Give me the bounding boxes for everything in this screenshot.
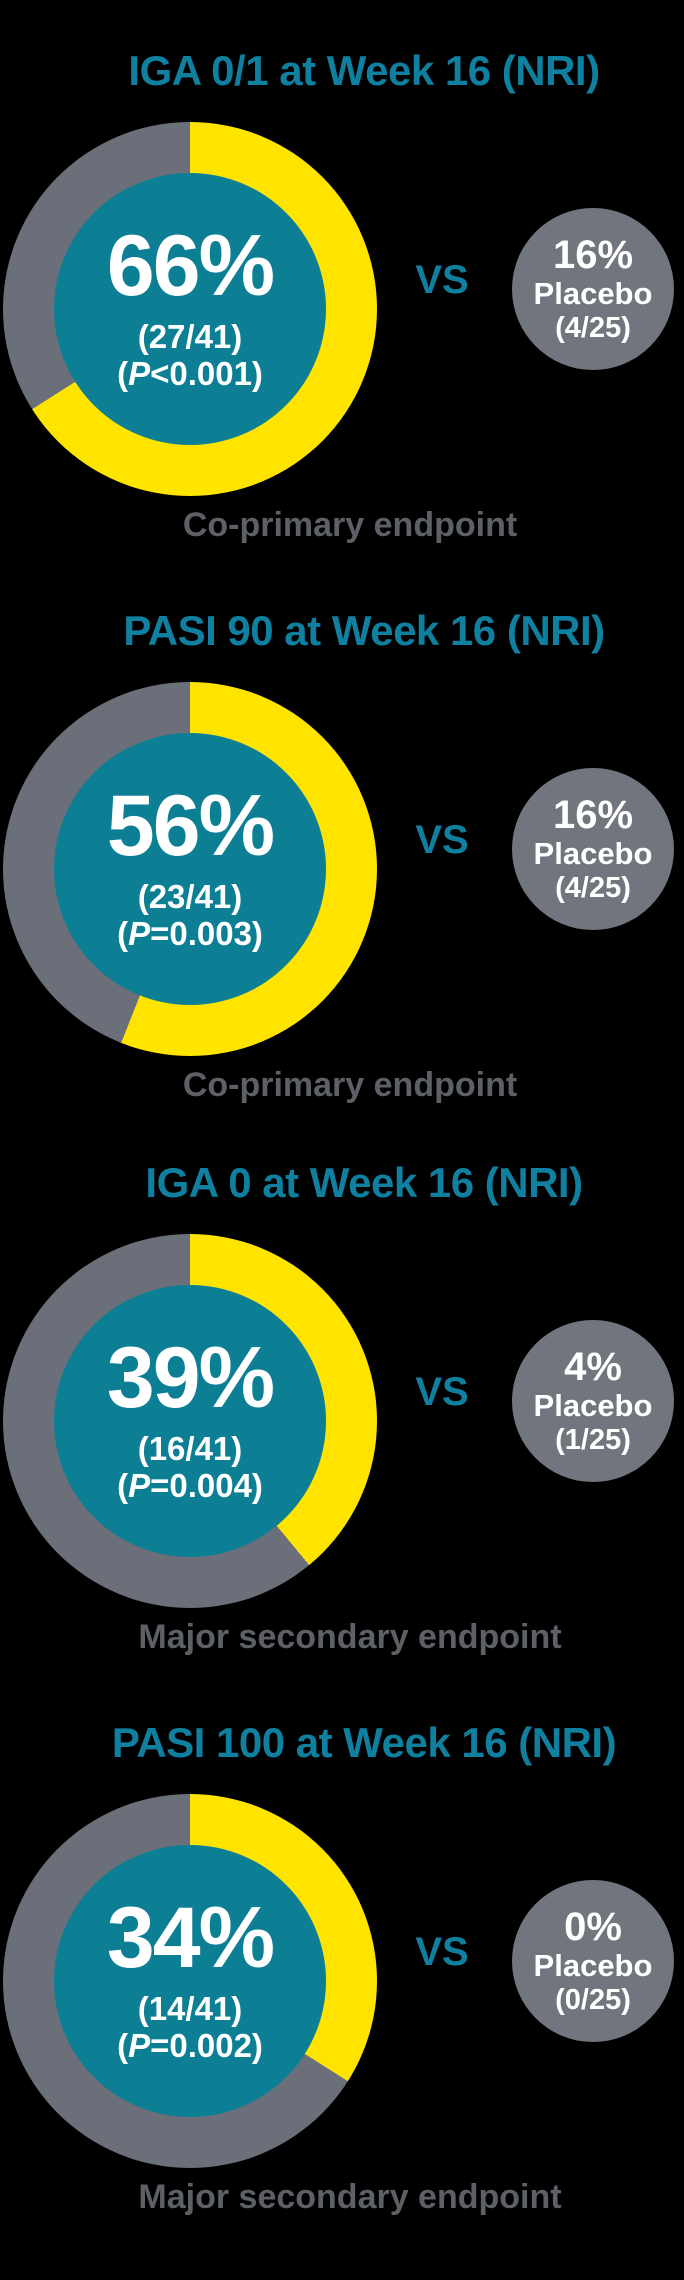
placebo-label: Placebo bbox=[533, 1387, 653, 1423]
placebo-circle: 16% Placebo (4/25) bbox=[512, 208, 674, 370]
treatment-donut-chart: 66% (27/41) (P<0.001) bbox=[3, 122, 377, 496]
vs-label: VS bbox=[415, 1930, 469, 1974]
vs-label: VS bbox=[415, 258, 469, 302]
placebo-circle: 4% Placebo (1/25) bbox=[512, 1320, 674, 1482]
placebo-percent: 16% bbox=[552, 232, 634, 277]
treatment-percent: 56% bbox=[106, 778, 275, 875]
placebo-percent: 0% bbox=[564, 1904, 622, 1949]
placebo-percent: 16% bbox=[552, 792, 634, 837]
treatment-p-value: (P=0.002) bbox=[117, 2026, 263, 2064]
treatment-donut-chart: 34% (14/41) (P=0.002) bbox=[3, 1794, 377, 2168]
placebo-label: Placebo bbox=[533, 275, 653, 311]
panel-title: IGA 0/1 at Week 16 (NRI) bbox=[128, 47, 600, 94]
treatment-donut-chart: 39% (16/41) (P=0.004) bbox=[3, 1234, 377, 1608]
panel-title: IGA 0 at Week 16 (NRI) bbox=[145, 1159, 583, 1206]
treatment-p-value: (P<0.001) bbox=[117, 354, 263, 392]
placebo-percent: 4% bbox=[564, 1344, 622, 1389]
treatment-fraction: (14/41) bbox=[137, 1989, 243, 2027]
endpoint-panel-pasi90: PASI 90 at Week 16 (NRI) 56% (23/41) (P=… bbox=[0, 607, 684, 1168]
placebo-label: Placebo bbox=[533, 835, 653, 871]
endpoint-type-label: Co-primary endpoint bbox=[182, 506, 518, 544]
placebo-fraction: (4/25) bbox=[555, 312, 631, 345]
placebo-label: Placebo bbox=[533, 1947, 653, 1983]
treatment-fraction: (16/41) bbox=[137, 1429, 243, 1467]
endpoint-type-label: Major secondary endpoint bbox=[138, 2178, 562, 2216]
treatment-donut-chart: 56% (23/41) (P=0.003) bbox=[3, 682, 377, 1056]
vs-label: VS bbox=[415, 1370, 469, 1414]
treatment-p-value: (P=0.003) bbox=[117, 914, 263, 952]
treatment-p-value: (P=0.004) bbox=[117, 1466, 263, 1504]
placebo-circle: 16% Placebo (4/25) bbox=[512, 768, 674, 930]
placebo-circle: 0% Placebo (0/25) bbox=[512, 1880, 674, 2042]
treatment-fraction: (27/41) bbox=[137, 317, 243, 355]
vs-label: VS bbox=[415, 818, 469, 862]
endpoint-panel-iga0: IGA 0 at Week 16 (NRI) 39% (16/41) (P=0.… bbox=[0, 1159, 684, 1720]
donut-center: 39% (16/41) (P=0.004) bbox=[54, 1285, 326, 1557]
donut-center: 34% (14/41) (P=0.002) bbox=[54, 1845, 326, 2117]
placebo-fraction: (4/25) bbox=[555, 872, 631, 905]
panel-title: PASI 100 at Week 16 (NRI) bbox=[111, 1719, 617, 1766]
treatment-percent: 39% bbox=[106, 1330, 275, 1427]
endpoint-type-label: Major secondary endpoint bbox=[138, 1618, 562, 1656]
treatment-percent: 34% bbox=[106, 1890, 275, 1987]
endpoint-type-label: Co-primary endpoint bbox=[182, 1066, 518, 1104]
endpoint-panel-iga01: IGA 0/1 at Week 16 (NRI) 66% (27/41) (P<… bbox=[0, 47, 684, 608]
treatment-fraction: (23/41) bbox=[137, 877, 243, 915]
endpoints-infographic: IGA 0/1 at Week 16 (NRI) 66% (27/41) (P<… bbox=[0, 47, 684, 2216]
donut-center: 66% (27/41) (P<0.001) bbox=[54, 173, 326, 445]
donut-center: 56% (23/41) (P=0.003) bbox=[54, 733, 326, 1005]
placebo-fraction: (1/25) bbox=[555, 1424, 631, 1457]
panel-title: PASI 90 at Week 16 (NRI) bbox=[123, 607, 605, 654]
placebo-fraction: (0/25) bbox=[555, 1984, 631, 2017]
endpoint-panel-pasi100: PASI 100 at Week 16 (NRI) 34% (14/41) (P… bbox=[0, 1719, 684, 2280]
treatment-percent: 66% bbox=[106, 218, 275, 315]
